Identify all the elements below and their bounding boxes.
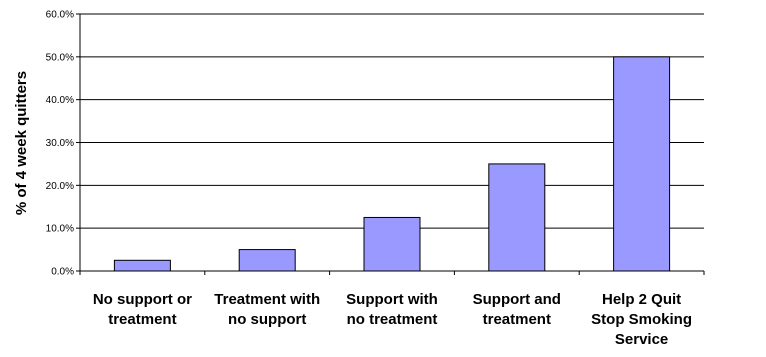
y-tick-labels: 0.0% 10.0% 20.0% 30.0% 40.0% 50.0% 60.0% — [46, 10, 74, 278]
x-category-label: Help 2 Quit Stop Smoking Service — [591, 291, 692, 348]
bar — [363, 216, 421, 272]
x-category-labels: No support or treatment Treatment with no s… — [93, 291, 692, 348]
bar — [613, 56, 671, 272]
y-tick-label: 20.0% — [46, 181, 74, 192]
y-tick-label: 10.0% — [46, 224, 74, 235]
y-tick-label: 30.0% — [46, 138, 74, 149]
axes — [76, 13, 705, 275]
x-category-label: Support with no treatment — [346, 291, 438, 328]
gridlines — [80, 13, 704, 229]
y-tick-label: 60.0% — [46, 10, 74, 21]
y-tick-label: 50.0% — [46, 52, 74, 63]
bar — [488, 163, 546, 272]
bar — [238, 249, 296, 272]
y-tick-label: 0.0% — [51, 267, 74, 278]
x-category-label: Treatment with no support — [214, 291, 320, 328]
y-tick-label: 40.0% — [46, 95, 74, 106]
bars — [113, 56, 671, 272]
x-category-label: No support or treatment — [93, 291, 192, 328]
y-axis-label: % of 4 week quitters — [13, 71, 30, 215]
x-category-label: Support and treatment — [473, 291, 561, 328]
bar — [113, 259, 171, 272]
